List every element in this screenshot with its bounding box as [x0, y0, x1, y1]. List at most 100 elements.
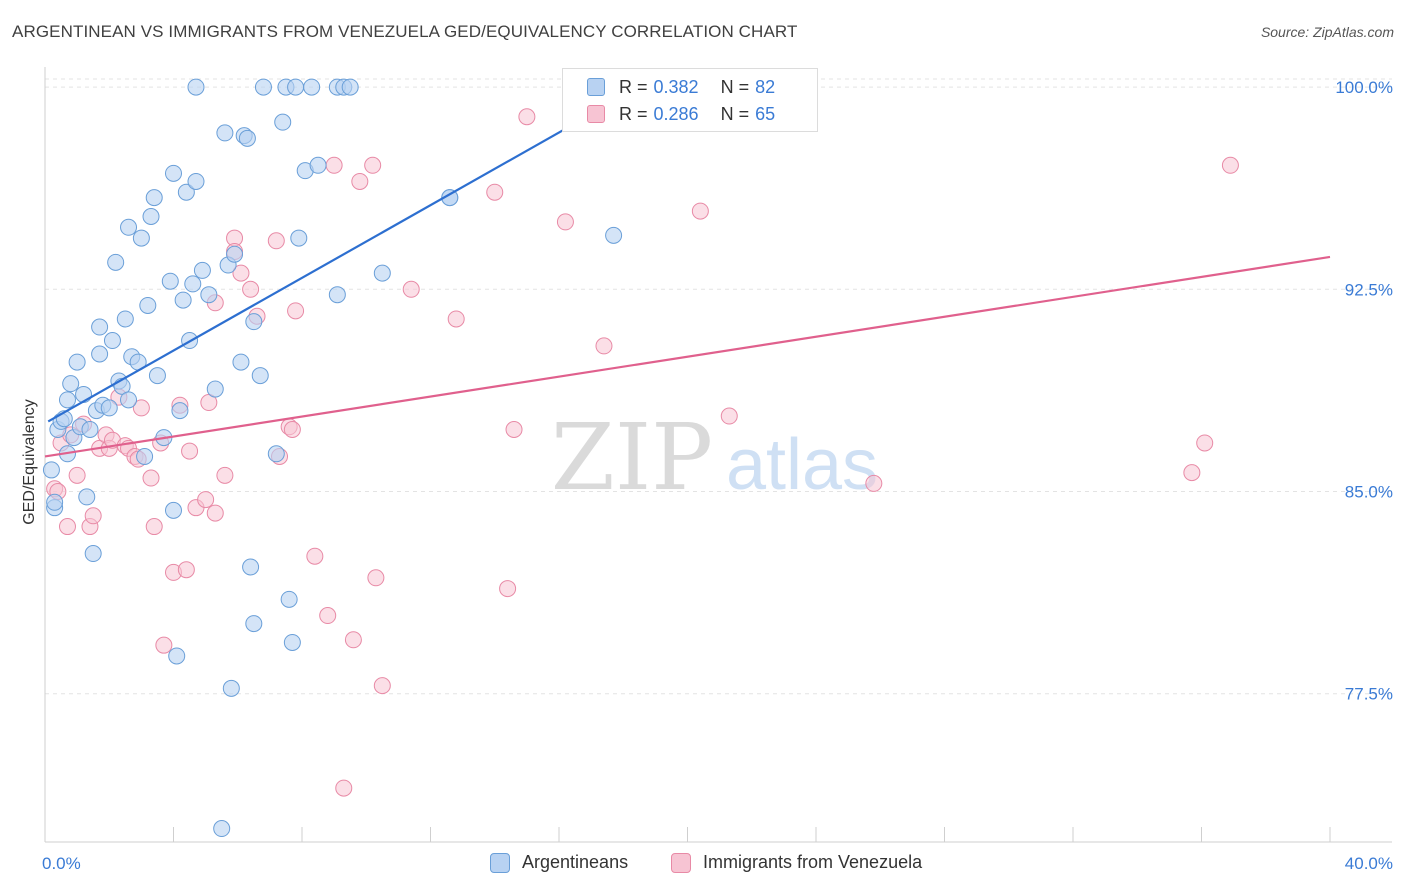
chart-title: ARGENTINEAN VS IMMIGRANTS FROM VENEZUELA… [12, 22, 798, 41]
argentinean-point [81, 420, 99, 438]
y-tick-label: 85.0% [1345, 483, 1393, 502]
venezuela-point [325, 156, 343, 174]
venezuela-point [373, 677, 391, 695]
argentinean-point [91, 345, 109, 363]
y-tick-label: 77.5% [1345, 685, 1393, 704]
argentinean-point [251, 367, 269, 385]
r-value: 0.286 [653, 103, 699, 124]
legend-swatch-pink [587, 105, 605, 123]
n-label: N = [720, 76, 750, 97]
r-label: R = [619, 103, 648, 124]
argentinean-point [84, 545, 102, 563]
argentinean-point [75, 385, 93, 403]
venezuela-point [177, 561, 195, 579]
venezuela-point [84, 507, 102, 525]
argentinean-point [187, 78, 205, 96]
argentinean-point [213, 820, 231, 838]
argentinean-point [222, 679, 240, 697]
watermark: ZIP atlas [551, 404, 878, 511]
argentinean-point [165, 501, 182, 519]
venezuela-trend-line [44, 255, 1331, 458]
venezuela-point [367, 569, 385, 587]
argentinean-point [58, 391, 76, 409]
venezuela-point [335, 779, 353, 797]
correlation-legend: R = 0.382 N = 82 R = 0.286 N = 65 [562, 68, 818, 132]
argentinean-point [187, 172, 205, 190]
venezuela-point [1183, 464, 1201, 482]
argentinean-point [238, 129, 256, 147]
venezuela-point [206, 504, 224, 522]
argentinean-point [200, 286, 218, 304]
series-venezuela-points [46, 78, 1239, 797]
venezuela-point [197, 491, 215, 509]
venezuela-point [181, 442, 199, 460]
venezuela-point [287, 302, 305, 320]
legend-item-venezuela[interactable]: Immigrants from Venezuela [671, 852, 922, 873]
legend-row-argentineans: R = 0.382 N = 82 [587, 75, 775, 99]
venezuela-point [865, 474, 883, 492]
legend-item-argentineans[interactable]: Argentineans [490, 852, 628, 873]
argentinean-point [245, 615, 263, 633]
argentinean-point [42, 461, 60, 479]
argentinean-point [139, 296, 157, 314]
venezuela-point [344, 631, 362, 649]
argentinean-point [100, 399, 118, 417]
x-tick-label: 40.0% [1345, 854, 1393, 873]
argentinean-point [283, 633, 301, 651]
legend-label-argentineans: Argentineans [522, 852, 629, 872]
watermark-atlas: atlas [726, 425, 878, 505]
venezuela-point [556, 213, 574, 231]
gridlines [45, 78, 1392, 695]
argentinean-point [171, 402, 189, 420]
x-tick-label: 0.0% [42, 854, 81, 873]
argentinean-point [103, 332, 121, 350]
argentinean-point [267, 445, 285, 463]
argentinean-point [116, 310, 134, 328]
argentinean-point [226, 245, 244, 263]
argentinean-point [78, 488, 96, 506]
axes [44, 67, 1392, 843]
n-value: 82 [755, 76, 776, 97]
legend-swatch-blue [490, 852, 510, 873]
series-legend: Argentineans Immigrants from Venezuela [0, 852, 1406, 876]
argentinean-point [120, 218, 138, 236]
venezuela-point [58, 518, 76, 536]
venezuela-point [155, 636, 173, 654]
argentinean-point [184, 275, 202, 293]
argentinean-point [62, 375, 80, 393]
venezuela-point [691, 202, 709, 220]
argentinean-point [373, 264, 391, 282]
argentinean-point [136, 447, 154, 465]
argentinean-point [168, 647, 186, 665]
argentinean-point [206, 380, 224, 398]
argentinean-point [177, 183, 195, 201]
argentinean-point [165, 164, 182, 182]
legend-swatch-blue [587, 78, 605, 96]
venezuela-point [505, 420, 523, 438]
venezuela-point [68, 466, 86, 484]
argentinean-point [68, 353, 86, 371]
venezuela-point [132, 399, 150, 417]
venezuela-point [232, 264, 250, 282]
argentinean-point [161, 272, 179, 290]
legend-row-venezuela: R = 0.286 N = 65 [587, 102, 775, 126]
argentinean-point [605, 226, 623, 244]
tick-labels: 100.0% 92.5% 85.0% 77.5% 0.0% 40.0% [42, 78, 1393, 873]
venezuela-point [216, 466, 234, 484]
argentinean-point [287, 78, 305, 96]
venezuela-point [145, 518, 163, 536]
n-label: N = [720, 103, 750, 124]
y-tick-label: 100.0% [1335, 78, 1393, 97]
venezuela-point [351, 172, 369, 190]
venezuela-point [1221, 156, 1239, 174]
argentinean-point [303, 78, 321, 96]
argentinean-point [193, 261, 211, 279]
argentinean-point [216, 124, 234, 142]
venezuela-point [595, 337, 613, 355]
argentinean-point [280, 590, 298, 608]
trend-lines [44, 86, 1331, 458]
n-value: 65 [755, 103, 776, 124]
argentinean-point [341, 78, 359, 96]
venezuela-point [283, 420, 301, 438]
